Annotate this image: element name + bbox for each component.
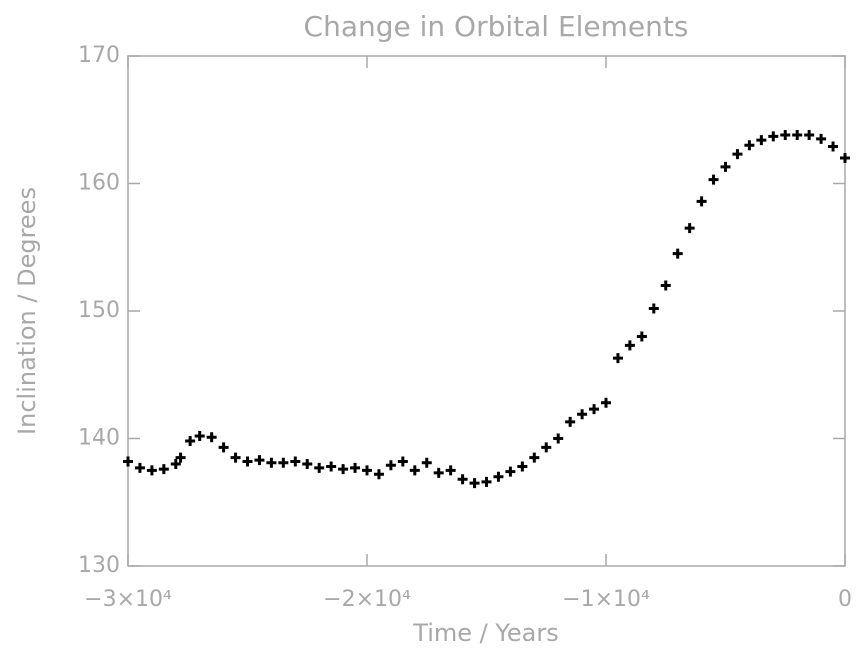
point: [601, 397, 611, 408]
point: [517, 461, 528, 472]
point: [708, 174, 719, 185]
point: [768, 131, 779, 142]
point: [254, 455, 265, 466]
plot-frame: [127, 55, 846, 567]
point: [385, 460, 396, 471]
point: [175, 452, 186, 463]
point: [362, 465, 372, 476]
point: [457, 474, 468, 485]
point: [146, 465, 157, 476]
point: [636, 331, 647, 342]
point: [397, 456, 408, 467]
point: [589, 404, 600, 415]
point: [840, 153, 850, 163]
point: [648, 303, 659, 314]
point: [529, 452, 540, 463]
y-tick-label: 140: [78, 426, 120, 451]
point: [828, 141, 839, 152]
point: [206, 432, 217, 443]
point: [493, 471, 504, 482]
point: [684, 223, 695, 234]
point: [338, 464, 349, 475]
point: [732, 149, 743, 160]
point: [505, 466, 516, 477]
point: [433, 467, 444, 478]
point: [350, 462, 361, 473]
point: [158, 464, 169, 475]
point: [696, 196, 707, 207]
x-tick-label: −2×10⁴: [323, 587, 411, 612]
point: [314, 462, 325, 473]
point: [123, 456, 133, 467]
point: [565, 416, 576, 427]
point: [792, 130, 803, 141]
y-axis-label: Inclination / Degrees: [13, 187, 41, 435]
point: [816, 133, 827, 144]
point: [134, 462, 145, 473]
point: [170, 459, 181, 469]
point: [612, 353, 623, 364]
point: [409, 465, 420, 476]
x-tick-label: −3×10⁴: [84, 587, 172, 612]
point: [185, 436, 196, 447]
point: [541, 442, 552, 453]
point: [278, 457, 289, 468]
point: [326, 461, 337, 472]
point: [194, 430, 205, 441]
point: [672, 248, 683, 259]
x-tick-label: −1×10⁴: [562, 587, 650, 612]
point: [577, 409, 588, 420]
y-tick-label: 170: [78, 43, 120, 68]
point: [266, 457, 277, 468]
point: [421, 457, 432, 468]
point: [445, 465, 456, 476]
x-tick-label: 0: [838, 587, 852, 612]
point: [230, 452, 241, 463]
point: [624, 340, 635, 351]
point: [218, 442, 229, 453]
x-axis-label: Time / Years: [412, 619, 558, 647]
point: [744, 140, 755, 151]
point: [804, 130, 815, 141]
point: [242, 456, 253, 467]
point: [481, 476, 492, 487]
point: [302, 459, 313, 469]
point: [756, 135, 767, 146]
point: [553, 433, 564, 444]
y-tick-label: 130: [78, 553, 120, 578]
point: [469, 478, 480, 489]
point: [720, 161, 731, 172]
point: [290, 456, 301, 467]
chart-title: Change in Orbital Elements: [304, 10, 689, 43]
point: [373, 469, 384, 480]
y-tick-label: 160: [78, 171, 120, 196]
point: [660, 280, 671, 291]
y-tick-label: 150: [78, 298, 120, 323]
point: [780, 130, 791, 141]
